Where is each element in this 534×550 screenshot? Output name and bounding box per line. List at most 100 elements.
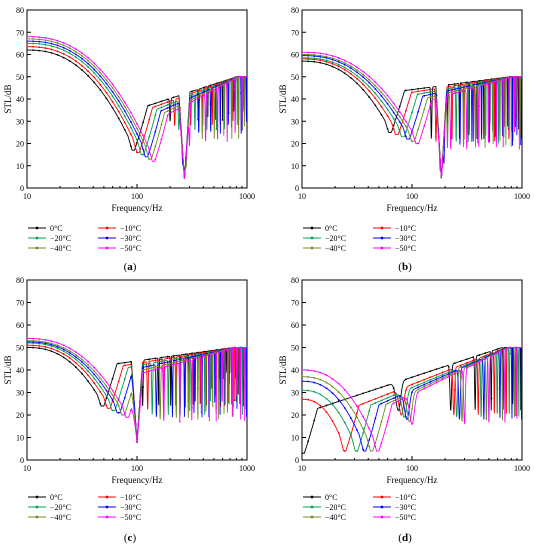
data-point xyxy=(93,388,96,391)
data-point xyxy=(56,44,59,47)
data-point xyxy=(362,73,365,76)
data-point xyxy=(453,86,456,89)
data-point xyxy=(417,90,420,93)
data-point xyxy=(392,394,395,397)
data-point xyxy=(356,77,358,80)
y-tick-label: 70 xyxy=(16,299,24,308)
data-point xyxy=(319,383,322,386)
data-point xyxy=(386,396,389,399)
data-point xyxy=(105,385,108,388)
legend-marker xyxy=(310,226,314,230)
data-point xyxy=(453,84,456,87)
data-point xyxy=(447,94,450,96)
data-point xyxy=(148,118,151,121)
y-tick-label: 30 xyxy=(16,117,24,126)
data-point xyxy=(62,53,65,55)
data-point xyxy=(117,117,120,120)
y-tick-label: 10 xyxy=(16,162,24,171)
data-point xyxy=(307,398,310,401)
x-tick-label: 10 xyxy=(298,464,306,473)
data-point xyxy=(154,359,157,362)
data-point xyxy=(429,96,432,99)
data-point xyxy=(508,76,511,79)
data-point xyxy=(38,344,41,347)
data-point xyxy=(417,93,420,96)
data-point xyxy=(453,90,456,93)
data-point xyxy=(380,113,383,116)
data-point xyxy=(331,403,334,406)
data-point xyxy=(356,74,358,77)
y-tick-label: 10 xyxy=(16,434,24,443)
y-tick-label: 50 xyxy=(291,73,299,82)
data-point xyxy=(447,375,450,378)
data-point xyxy=(142,363,145,366)
data-point xyxy=(380,402,383,405)
data-point xyxy=(44,50,47,53)
y-tick-label: 0 xyxy=(20,184,24,193)
data-point xyxy=(411,376,413,379)
legend-marker xyxy=(35,515,39,519)
data-point xyxy=(429,376,432,379)
data-point xyxy=(423,125,426,127)
data-point xyxy=(423,378,426,381)
data-point xyxy=(398,399,401,402)
data-point xyxy=(490,355,493,357)
data-point xyxy=(374,104,377,107)
data-point xyxy=(337,391,340,393)
data-point xyxy=(123,364,126,367)
data-point xyxy=(56,350,59,352)
data-point xyxy=(148,135,151,138)
data-point xyxy=(404,416,407,418)
data-point xyxy=(93,65,96,68)
data-point xyxy=(81,363,83,366)
data-point xyxy=(459,88,462,91)
data-point xyxy=(160,360,163,363)
data-point xyxy=(50,45,53,47)
legend-label: −40°C xyxy=(50,244,71,253)
data-point xyxy=(417,87,420,90)
data-point xyxy=(62,42,65,44)
data-point xyxy=(302,56,303,59)
data-point xyxy=(429,88,432,91)
data-point xyxy=(148,370,151,373)
data-point xyxy=(496,387,499,390)
data-point xyxy=(184,158,187,161)
data-point xyxy=(239,347,242,350)
data-point xyxy=(191,355,193,358)
y-tick-label: 70 xyxy=(16,28,24,37)
data-point xyxy=(191,357,193,360)
data-point xyxy=(459,369,462,372)
x-tick-label: 1000 xyxy=(239,192,255,201)
data-point xyxy=(81,372,83,375)
data-point xyxy=(349,76,352,79)
data-point xyxy=(87,62,90,65)
data-point xyxy=(392,397,395,400)
data-point xyxy=(404,378,407,381)
data-point xyxy=(203,87,206,90)
data-point xyxy=(411,88,413,91)
x-tick-label: 100 xyxy=(406,192,418,201)
data-point xyxy=(99,390,102,393)
data-point xyxy=(154,105,157,108)
data-point xyxy=(44,43,47,46)
data-point xyxy=(227,86,230,89)
data-point xyxy=(32,337,35,340)
data-point xyxy=(368,78,371,81)
data-point xyxy=(398,121,401,123)
legend-label: 0°C xyxy=(50,224,63,233)
data-point xyxy=(166,98,169,101)
legend-label: −20°C xyxy=(325,503,346,512)
data-point xyxy=(313,390,316,393)
data-point xyxy=(136,441,138,443)
data-point xyxy=(93,68,96,71)
data-point xyxy=(142,121,145,124)
data-point xyxy=(56,345,59,348)
data-point xyxy=(32,35,35,38)
x-tick-label: 100 xyxy=(131,192,143,201)
data-point xyxy=(38,38,41,41)
data-point xyxy=(129,376,132,379)
data-point xyxy=(447,374,450,377)
data-point xyxy=(392,117,395,120)
data-point xyxy=(215,376,218,379)
data-point xyxy=(472,356,475,359)
